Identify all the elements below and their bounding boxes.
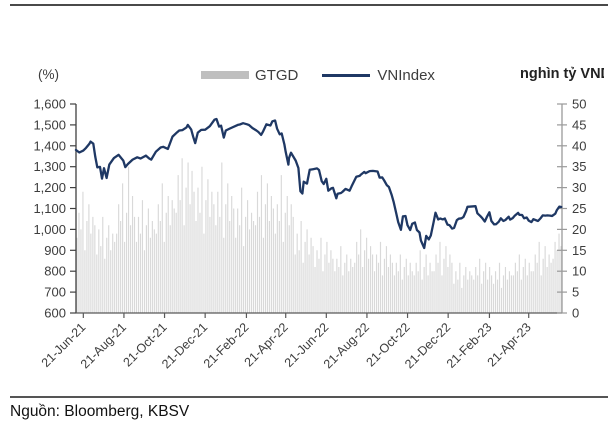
- right-axis-tick-label: 5: [572, 285, 579, 300]
- vnindex-legend-label: VNIndex: [377, 66, 435, 84]
- left-axis-tick-label: 700: [44, 285, 66, 300]
- right-axis-tick-label: 45: [572, 117, 586, 132]
- right-axis-unit: nghìn tỷ VND: [520, 66, 604, 82]
- x-axis-tick-label: 21-Feb-23: [444, 320, 495, 371]
- right-axis-tick-label: 40: [572, 138, 586, 153]
- right-axis-tick-label: 15: [572, 243, 586, 258]
- vnindex-legend-swatch-icon: [322, 73, 371, 77]
- gtgd-bars: [76, 158, 562, 313]
- right-axis-tick-label: 30: [572, 180, 586, 195]
- left-axis-tick-label: 1,300: [33, 159, 66, 174]
- right-axis-tick-label: 0: [572, 306, 579, 321]
- left-axis-tick-label: 1,400: [33, 138, 66, 153]
- right-axis-tick-label: 10: [572, 264, 586, 279]
- source-note: Nguồn: Bloomberg, KBSV: [10, 403, 190, 420]
- gtgd-legend-swatch-icon: [201, 71, 250, 79]
- left-axis-tick-label: 800: [44, 264, 66, 279]
- combo-chart-plot: 600 700 800 900 1,000 1,100 1,200 1,300 1,400 1,5…: [33, 97, 586, 372]
- x-axis-tick-label: 21-Feb-22: [201, 320, 252, 371]
- right-axis-tick-label: 35: [572, 159, 586, 174]
- vnindex-line: [74, 117, 563, 250]
- footer-divider: [10, 396, 608, 398]
- left-axis-tick-label: 1,600: [33, 97, 66, 112]
- right-axis-tick-label: 25: [572, 201, 586, 216]
- left-axis-tick-label: 1,500: [33, 117, 66, 132]
- left-axis-tick-label: 1,200: [33, 180, 66, 195]
- left-axis-tick-label: 1,000: [33, 222, 66, 237]
- gtgd-legend-label: GTGD: [255, 66, 299, 84]
- top-divider: [10, 4, 608, 6]
- left-axis-tick-label: 900: [44, 243, 66, 258]
- right-axis-tick-label: 20: [572, 222, 586, 237]
- left-axis-tick-label: 1,100: [33, 201, 66, 216]
- chart-legend: GTGD VNIndex: [14, 66, 608, 84]
- left-axis-unit: (%): [38, 67, 59, 82]
- left-axis-tick-label: 600: [44, 306, 66, 321]
- right-axis-tick-label: 50: [572, 97, 586, 112]
